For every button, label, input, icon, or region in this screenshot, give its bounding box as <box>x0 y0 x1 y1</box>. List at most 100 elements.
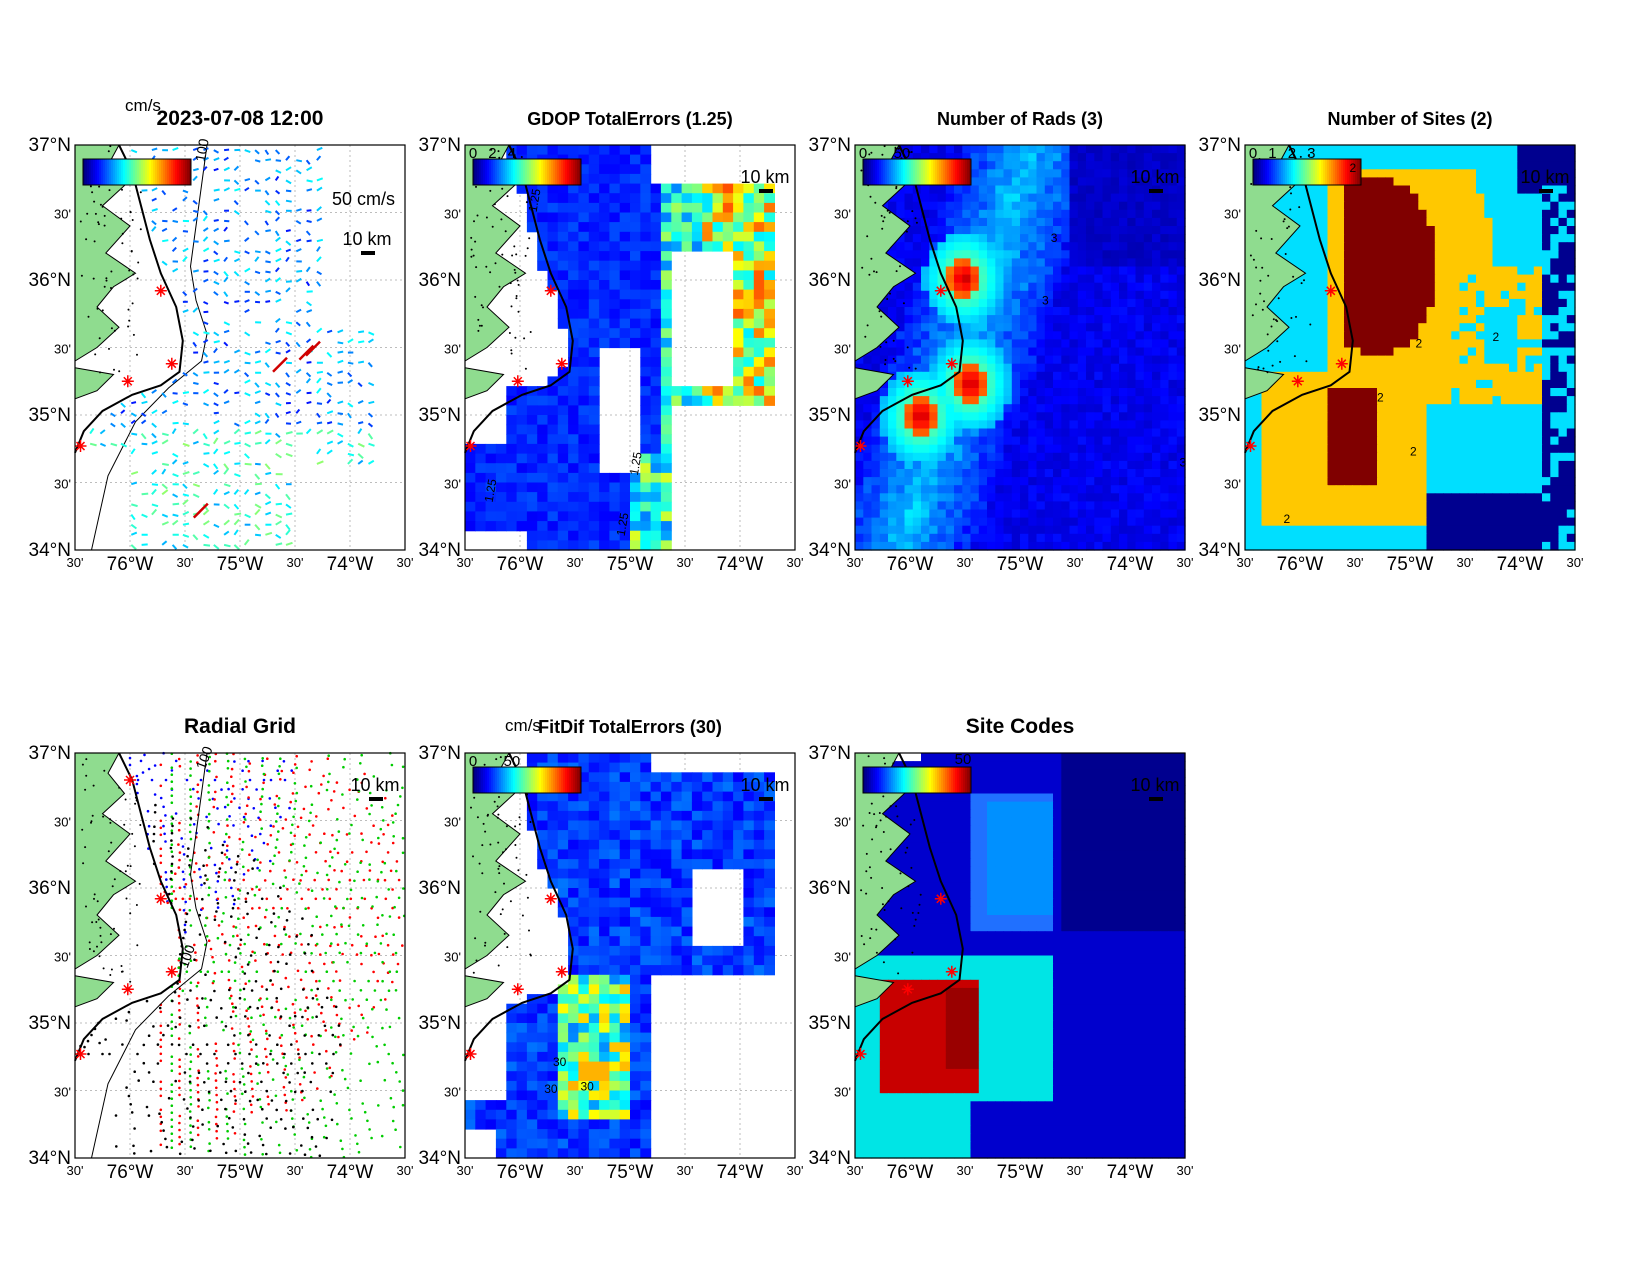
nrads-cell <box>954 517 963 527</box>
nrads-cell <box>978 266 988 276</box>
nsites-cell <box>1566 153 1576 162</box>
current-vector <box>254 159 261 163</box>
nrads-cell <box>1061 177 1071 187</box>
colorbar-swatch <box>873 159 876 185</box>
current-vector <box>151 451 158 455</box>
colorbar-swatch <box>125 159 128 185</box>
current-vector <box>213 381 219 386</box>
nrads-cell <box>1036 396 1046 405</box>
nrads-cell <box>1077 153 1087 162</box>
gdop-cell <box>764 270 775 281</box>
gdop-cell <box>743 193 755 204</box>
gdop-cell <box>537 530 549 541</box>
nsites-cell <box>1492 161 1502 170</box>
gdop-cell <box>516 443 528 455</box>
current-vector <box>234 473 241 478</box>
nsites-cell <box>1294 201 1304 211</box>
nrads-cell <box>1119 428 1128 438</box>
nrads-cell <box>1069 347 1079 357</box>
nrads-cell <box>937 274 947 284</box>
nsites-cell <box>1467 193 1477 203</box>
nrads-cell <box>962 315 972 324</box>
gdop-cell <box>722 241 734 252</box>
nrads-cell <box>962 517 972 527</box>
nrads-cell <box>1110 331 1120 340</box>
nsites-cell <box>1278 355 1287 365</box>
nrads-cell <box>1053 226 1062 235</box>
nsites-cell <box>1500 226 1510 235</box>
nrads-cell <box>1152 533 1161 543</box>
current-vector <box>182 544 189 549</box>
current-vector <box>275 189 281 195</box>
current-vector <box>254 429 262 435</box>
current-vector <box>213 197 220 202</box>
gdop-cell <box>516 424 528 435</box>
nsites-cell <box>1443 307 1452 316</box>
nsites-cell <box>1542 363 1551 373</box>
nrads-cell <box>1135 469 1145 478</box>
current-vector <box>233 544 240 551</box>
nrads-cell <box>1044 412 1054 421</box>
nsites-cell <box>1410 217 1419 227</box>
nrads-cell <box>1127 331 1137 340</box>
nsites-cell <box>1261 363 1271 373</box>
nrads-cell <box>1102 396 1112 405</box>
current-vector <box>192 428 199 435</box>
nrads-cell <box>1044 363 1054 373</box>
current-vector <box>202 166 208 171</box>
nsites-cell <box>1459 234 1469 243</box>
nrads-cell <box>1077 396 1087 405</box>
nrads-cell <box>1036 331 1046 340</box>
nrads-cell <box>1094 339 1104 349</box>
nrads-cell <box>912 379 922 389</box>
nsites-cell <box>1509 323 1518 332</box>
current-vector <box>305 372 312 378</box>
nrads-cell <box>1135 371 1145 381</box>
nrads-cell <box>871 533 881 543</box>
nrads-cell <box>855 493 864 502</box>
gdop-cell <box>578 337 590 349</box>
nrads-cell <box>888 363 897 373</box>
nrads-cell <box>937 469 947 478</box>
nrads-cell <box>1011 404 1021 413</box>
colorbar-swatch <box>181 159 184 185</box>
gdop-cell <box>660 376 672 387</box>
nsites-cell <box>1426 331 1436 340</box>
nsites-cell <box>1533 379 1543 389</box>
nsites-cell <box>1385 298 1395 308</box>
nrads-cell <box>1003 509 1013 519</box>
nrads-cell <box>1036 355 1046 365</box>
nrads-cell <box>1176 493 1186 502</box>
nsites-cell <box>1377 379 1386 389</box>
nrads-cell <box>995 226 1005 235</box>
gdop-cell <box>599 251 610 262</box>
nrads-cell <box>1020 444 1029 454</box>
nsites-cell <box>1566 315 1576 324</box>
nrads-cell <box>1176 290 1186 300</box>
nrads-cell <box>1143 371 1153 381</box>
nrads-cell <box>1011 485 1021 494</box>
nsites-cell <box>1509 371 1518 381</box>
island-dot <box>136 277 139 280</box>
nrads-cell <box>937 145 947 154</box>
current-vector <box>285 524 291 531</box>
nrads-cell <box>1127 525 1137 535</box>
nsites-cell <box>1319 242 1329 251</box>
gdop-cell <box>753 337 765 349</box>
nrads-cell <box>1020 469 1029 478</box>
gdop-cell <box>526 540 538 551</box>
lon-tick-label: 30' <box>787 555 804 570</box>
nsites-cell <box>1434 209 1444 219</box>
nrads-cell <box>954 145 963 154</box>
colorbar-swatch <box>489 159 492 185</box>
nsites-cell <box>1385 371 1395 381</box>
current-vector <box>223 519 230 526</box>
nrads-cell <box>1135 161 1145 170</box>
gdop-cell <box>609 193 621 204</box>
nrads-cell <box>1020 339 1029 349</box>
nrads-cell <box>954 428 963 438</box>
gdop-cell <box>568 202 579 214</box>
nsites-cell <box>1344 339 1353 349</box>
nrads-cell <box>1143 315 1153 324</box>
nrads-cell <box>1061 323 1071 332</box>
